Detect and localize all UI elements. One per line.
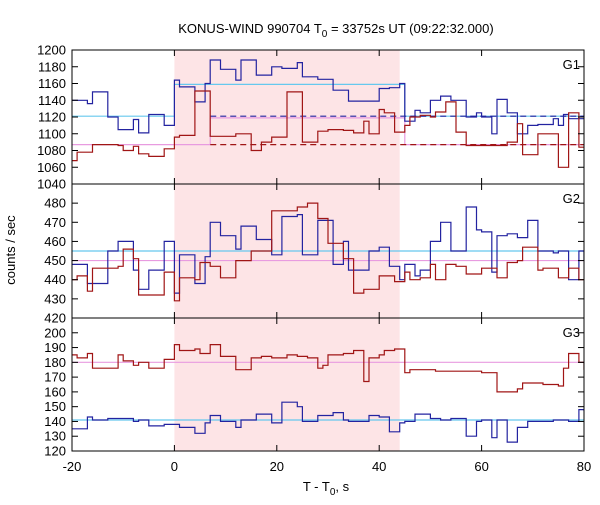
y-tick-label: 190 <box>44 340 66 355</box>
series-red-g2 <box>72 202 584 302</box>
y-tick-label: 1100 <box>38 126 66 141</box>
y-tick-label: 1200 <box>37 43 66 58</box>
plot-layer <box>72 59 584 443</box>
y-axis-label: counts / sec <box>3 215 18 285</box>
panel-g2-series <box>72 202 584 302</box>
y-tick-label: 1040 <box>37 177 66 192</box>
x-tick-label: 80 <box>577 459 591 474</box>
y-tick-label: 1160 <box>38 76 66 91</box>
x-axis-label: T - T0, s <box>303 479 350 498</box>
y-tick-label: 150 <box>44 399 66 414</box>
series-blue-g1 <box>72 59 584 135</box>
panel-label-g2: G2 <box>563 191 580 206</box>
y-tick-label: 170 <box>44 370 66 385</box>
x-tick-label: 0 <box>171 459 178 474</box>
y-tick-label: 450 <box>44 253 66 268</box>
panel-frame-g3 <box>71 317 585 452</box>
y-tick-label: 430 <box>44 291 66 306</box>
x-tick-label: 60 <box>474 459 488 474</box>
y-tick-label: 440 <box>44 272 66 287</box>
y-tick-label: 1180 <box>38 59 66 74</box>
y-tick-label: 470 <box>44 215 66 230</box>
x-tick-label: 40 <box>372 459 386 474</box>
y-tick-label: 480 <box>44 196 66 211</box>
panel-label-g3: G3 <box>563 325 580 340</box>
y-tick-label: 420 <box>44 311 66 326</box>
frame-layer: 104010601080110011201140116011801200G142… <box>37 43 591 475</box>
y-tick-label: 180 <box>44 355 66 370</box>
x-tick-label: 20 <box>270 459 284 474</box>
series-blue-g2 <box>72 206 584 294</box>
y-tick-label: 1140 <box>38 93 66 108</box>
y-tick-label: 130 <box>44 429 66 444</box>
series-red-g1 <box>72 90 584 168</box>
y-tick-label: 200 <box>44 325 66 340</box>
y-tick-label: 1060 <box>37 160 66 175</box>
chart-title: KONUS-WIND 990704 T0 = 33752s UT (09:22:… <box>178 21 493 40</box>
x-tick-label: -20 <box>63 459 82 474</box>
y-tick-label: 140 <box>44 414 66 429</box>
series-red-g3 <box>72 344 584 393</box>
y-tick-label: 460 <box>44 234 66 249</box>
panel-g3-series <box>72 344 584 443</box>
y-tick-label: 1120 <box>38 110 66 125</box>
y-tick-label: 1080 <box>37 143 66 158</box>
y-tick-label: 160 <box>44 384 66 399</box>
series-blue-g3 <box>72 401 584 443</box>
shaded-interval-g3 <box>174 318 400 451</box>
panel-g1-series <box>72 59 584 168</box>
panel-label-g1: G1 <box>563 57 580 72</box>
y-tick-label: 120 <box>44 444 66 459</box>
